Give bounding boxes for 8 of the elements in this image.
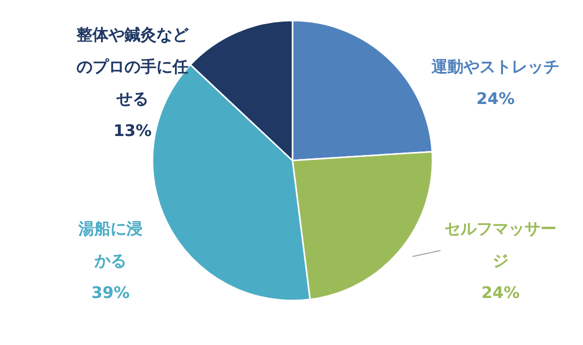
slice-label: 整体や鍼灸などのプロの手に任せる xyxy=(76,25,190,108)
slice-label: 運動やストレッチ xyxy=(430,57,560,76)
data-label: 24% xyxy=(476,89,515,108)
data-label: 39% xyxy=(91,283,130,302)
slice-label: セルフマッサージ xyxy=(444,219,556,270)
slice-label: 湯船に浸かる xyxy=(78,219,142,270)
data-label: 13% xyxy=(113,121,152,140)
data-label: 24% xyxy=(481,283,520,302)
